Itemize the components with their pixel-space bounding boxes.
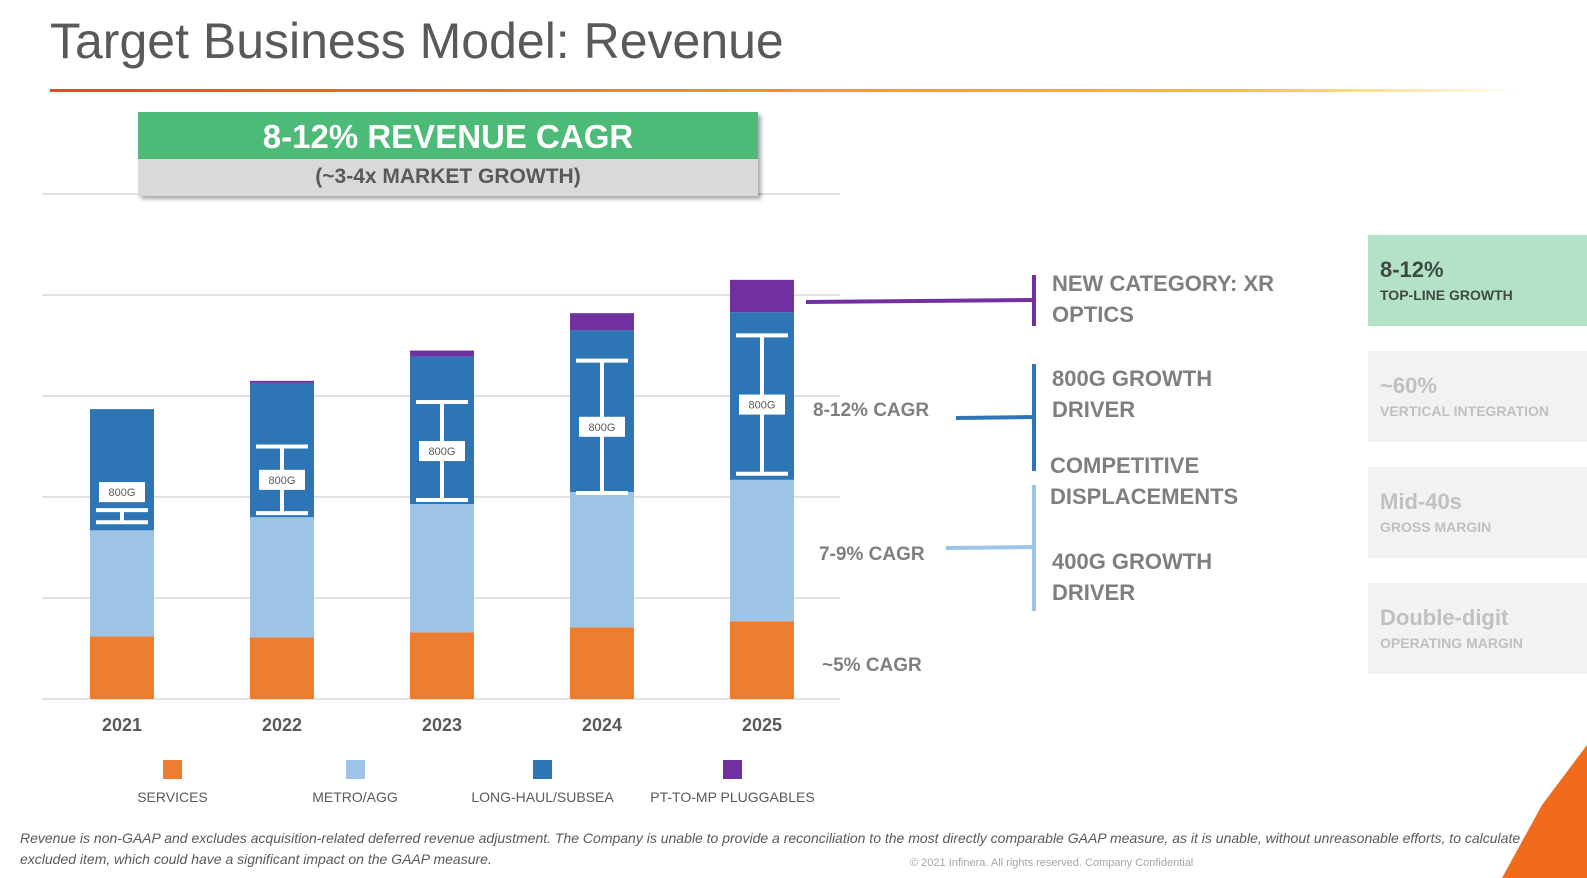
bar-segment-services — [250, 637, 314, 699]
legend-label: LONG-HAUL/SUBSEA — [471, 789, 614, 805]
note-services-cagr: ~5% CAGR — [822, 655, 922, 676]
connector-metro — [945, 545, 1035, 550]
range-800g-label: 800G — [749, 400, 776, 412]
bar-segment-pluggables — [570, 313, 634, 331]
bar-segment-pluggables — [730, 279, 794, 313]
cagr-banner: 8-12% REVENUE CAGR (~3-4x MARKET GROWTH) — [138, 112, 758, 196]
page-title: Target Business Model: Revenue — [50, 13, 784, 69]
bar-segment-metro — [570, 491, 634, 628]
legend-services: SERVICES — [120, 760, 225, 805]
legend-swatch — [345, 760, 365, 779]
range-800g-label-box — [259, 469, 305, 490]
kpi-label: VERTICAL INTEGRATION — [1380, 403, 1550, 419]
kpi-label: OPERATING MARGIN — [1380, 635, 1523, 651]
cagr-subheadline: (~3-4x MARKET GROWTH) — [138, 159, 758, 196]
title-divider — [50, 89, 1520, 92]
kpi-value: ~60% — [1380, 373, 1437, 398]
legend-swatch — [723, 760, 742, 779]
kpi-label: GROSS MARGIN — [1380, 519, 1492, 535]
kpi-operating-margin: Double-digit OPERATING MARGIN — [1368, 583, 1587, 674]
kpi-value: Double-digit — [1380, 605, 1509, 630]
note-metro-cagr: 7-9% CAGR — [819, 544, 925, 565]
kpi-top-line-growth: 8-12% TOP-LINE GROWTH — [1368, 235, 1587, 326]
legend-swatch — [163, 760, 182, 779]
legend-metro: METRO/AGG — [300, 760, 410, 805]
bar-segment-services — [570, 627, 634, 699]
annotation-competitive: COMPETITIVE DISPLACEMENTS — [1050, 453, 1239, 509]
range-800g-label: 800G — [429, 446, 456, 458]
range-800g-label-box — [739, 394, 785, 415]
legend-pluggables: PT-TO-MP PLUGGABLES — [640, 760, 825, 805]
kpi-gross-margin: Mid-40s GROSS MARGIN — [1368, 467, 1587, 558]
range-800g-label-box — [99, 482, 145, 503]
bar-segment-services — [90, 636, 154, 699]
x-tick-label: 2023 — [422, 715, 462, 735]
connector-longhaul — [955, 415, 1035, 420]
legend-label: PT-TO-MP PLUGGABLES — [650, 789, 815, 805]
bar-segment-metro — [250, 517, 314, 638]
kpi-value: 8-12% — [1380, 257, 1444, 282]
note-longhaul-cagr: 8-12% CAGR — [813, 400, 930, 421]
legend-label: SERVICES — [137, 789, 208, 805]
range-800g-label: 800G — [269, 475, 296, 487]
connector-xr-optics — [805, 298, 1035, 304]
bar-segment-metro — [730, 479, 794, 622]
x-tick-label: 2022 — [262, 715, 302, 735]
kpi-vertical-integration: ~60% VERTICAL INTEGRATION — [1368, 351, 1587, 442]
bar-segment-metro — [90, 530, 154, 637]
bar-segment-metro — [410, 504, 474, 633]
annotation-xr-optics: NEW CATEGORY: XR OPTICS — [1052, 271, 1275, 327]
kpi-value: Mid-40s — [1380, 489, 1462, 514]
legend-swatch — [533, 760, 552, 779]
legend-longhaul: LONG-HAUL/SUBSEA — [460, 760, 625, 805]
bar-segment-pluggables — [250, 380, 314, 383]
range-800g-label-box — [579, 416, 625, 437]
x-tick-label: 2021 — [102, 715, 142, 735]
range-800g-label: 800G — [109, 487, 136, 499]
range-800g-label-box — [419, 441, 465, 462]
annotation-400g: 400G GROWTH DRIVER — [1052, 549, 1213, 605]
annotation-800g: 800G GROWTH DRIVER — [1052, 366, 1213, 422]
bar-segment-services — [730, 621, 794, 699]
x-tick-label: 2025 — [742, 715, 782, 735]
bar-segment-services — [410, 632, 474, 699]
copyright: © 2021 Infinera. All rights reserved. Co… — [910, 857, 1194, 869]
cagr-headline: 8-12% REVENUE CAGR — [138, 112, 758, 159]
legend-label: METRO/AGG — [312, 789, 398, 805]
range-800g-label: 800G — [589, 422, 616, 434]
x-tick-label: 2024 — [582, 715, 622, 735]
footnote: Revenue is non-GAAP and excludes acquisi… — [20, 830, 1554, 867]
bar-segment-pluggables — [410, 350, 474, 357]
corner-logo-shape — [1502, 745, 1587, 878]
kpi-label: TOP-LINE GROWTH — [1380, 287, 1513, 303]
